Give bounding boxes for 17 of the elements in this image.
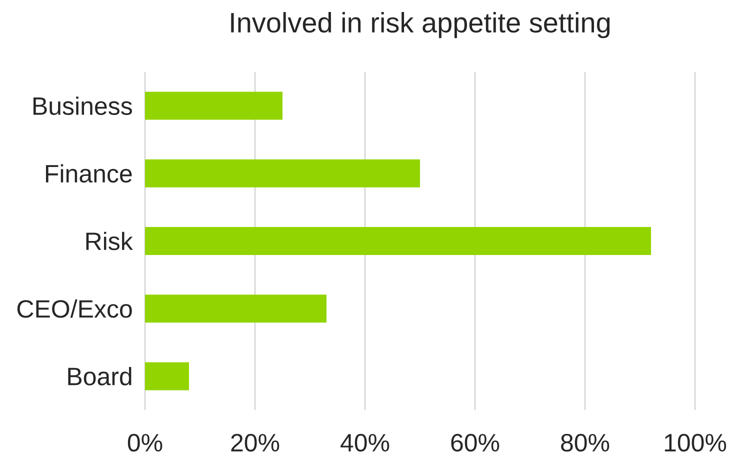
- y-tick-label: Board: [68, 367, 132, 386]
- bar: [145, 294, 327, 323]
- bar: [145, 227, 652, 255]
- bar: [145, 362, 189, 390]
- x-tick-label: 80%: [561, 434, 610, 452]
- y-tick-label: Risk: [86, 232, 133, 250]
- x-tick-label: 100%: [664, 434, 726, 452]
- x-tick-label: 40%: [340, 434, 390, 452]
- y-tick-label: Finance: [46, 164, 132, 183]
- chart-title: Involved in risk appetite setting: [231, 12, 610, 38]
- x-tick-label: 20%: [231, 434, 280, 452]
- bar: [145, 159, 420, 188]
- y-tick-label: Business: [33, 96, 132, 115]
- x-tick-label: 0%: [128, 434, 162, 452]
- x-tick-label: 60%: [451, 434, 500, 452]
- y-tick-label: CEO/Exco: [17, 299, 132, 318]
- bar: [145, 92, 282, 120]
